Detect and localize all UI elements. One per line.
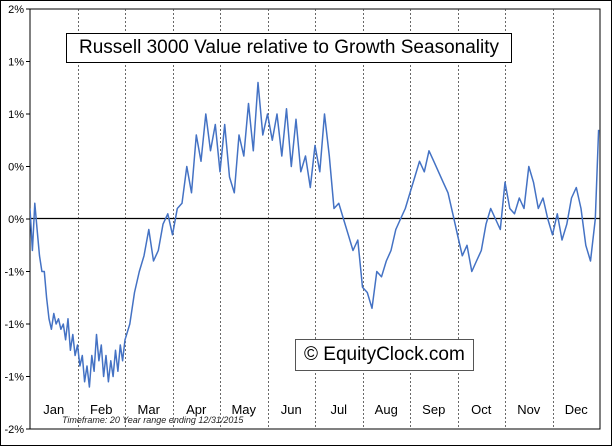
y-tick-label: 2%: [8, 4, 24, 16]
watermark: © EquityClock.com: [295, 339, 474, 371]
x-tick-label: Jun: [281, 402, 302, 417]
y-tick-label: 1%: [8, 57, 24, 69]
y-tick-label: 0%: [8, 162, 24, 174]
x-tick-label: Nov: [517, 402, 541, 417]
x-tick-label: May: [231, 402, 256, 417]
y-tick-label: -2%: [4, 424, 24, 436]
x-tick-label: Aug: [375, 402, 398, 417]
series-line: [30, 81, 600, 388]
y-tick-label: -1%: [4, 319, 24, 331]
y-tick-label: 1%: [8, 109, 24, 121]
y-tick-label: -1%: [4, 267, 24, 279]
y-tick-label: 0%: [8, 214, 24, 226]
x-tick-label: Mar: [138, 402, 161, 417]
timeframe-footnote: Timeframe: 20 Year range ending 12/31/20…: [62, 415, 244, 425]
chart-title: Russell 3000 Value relative to Growth Se…: [66, 33, 512, 63]
x-tick-label: Feb: [90, 402, 112, 417]
y-axis: 2% 1% 1% 0% 0% -1% -1% -1% -2%: [4, 4, 30, 436]
x-tick-label: Dec: [565, 402, 589, 417]
x-tick-label: Jan: [43, 402, 64, 417]
x-tick-label: Sep: [422, 402, 445, 417]
x-tick-label: Oct: [471, 402, 492, 417]
x-tick-label: Jul: [330, 402, 347, 417]
x-axis: Jan Feb Mar Apr May Jun Jul Aug Sep Oct Nov Dec: [43, 402, 588, 417]
x-tick-label: Apr: [186, 402, 207, 417]
y-tick-label: -1%: [4, 372, 24, 384]
